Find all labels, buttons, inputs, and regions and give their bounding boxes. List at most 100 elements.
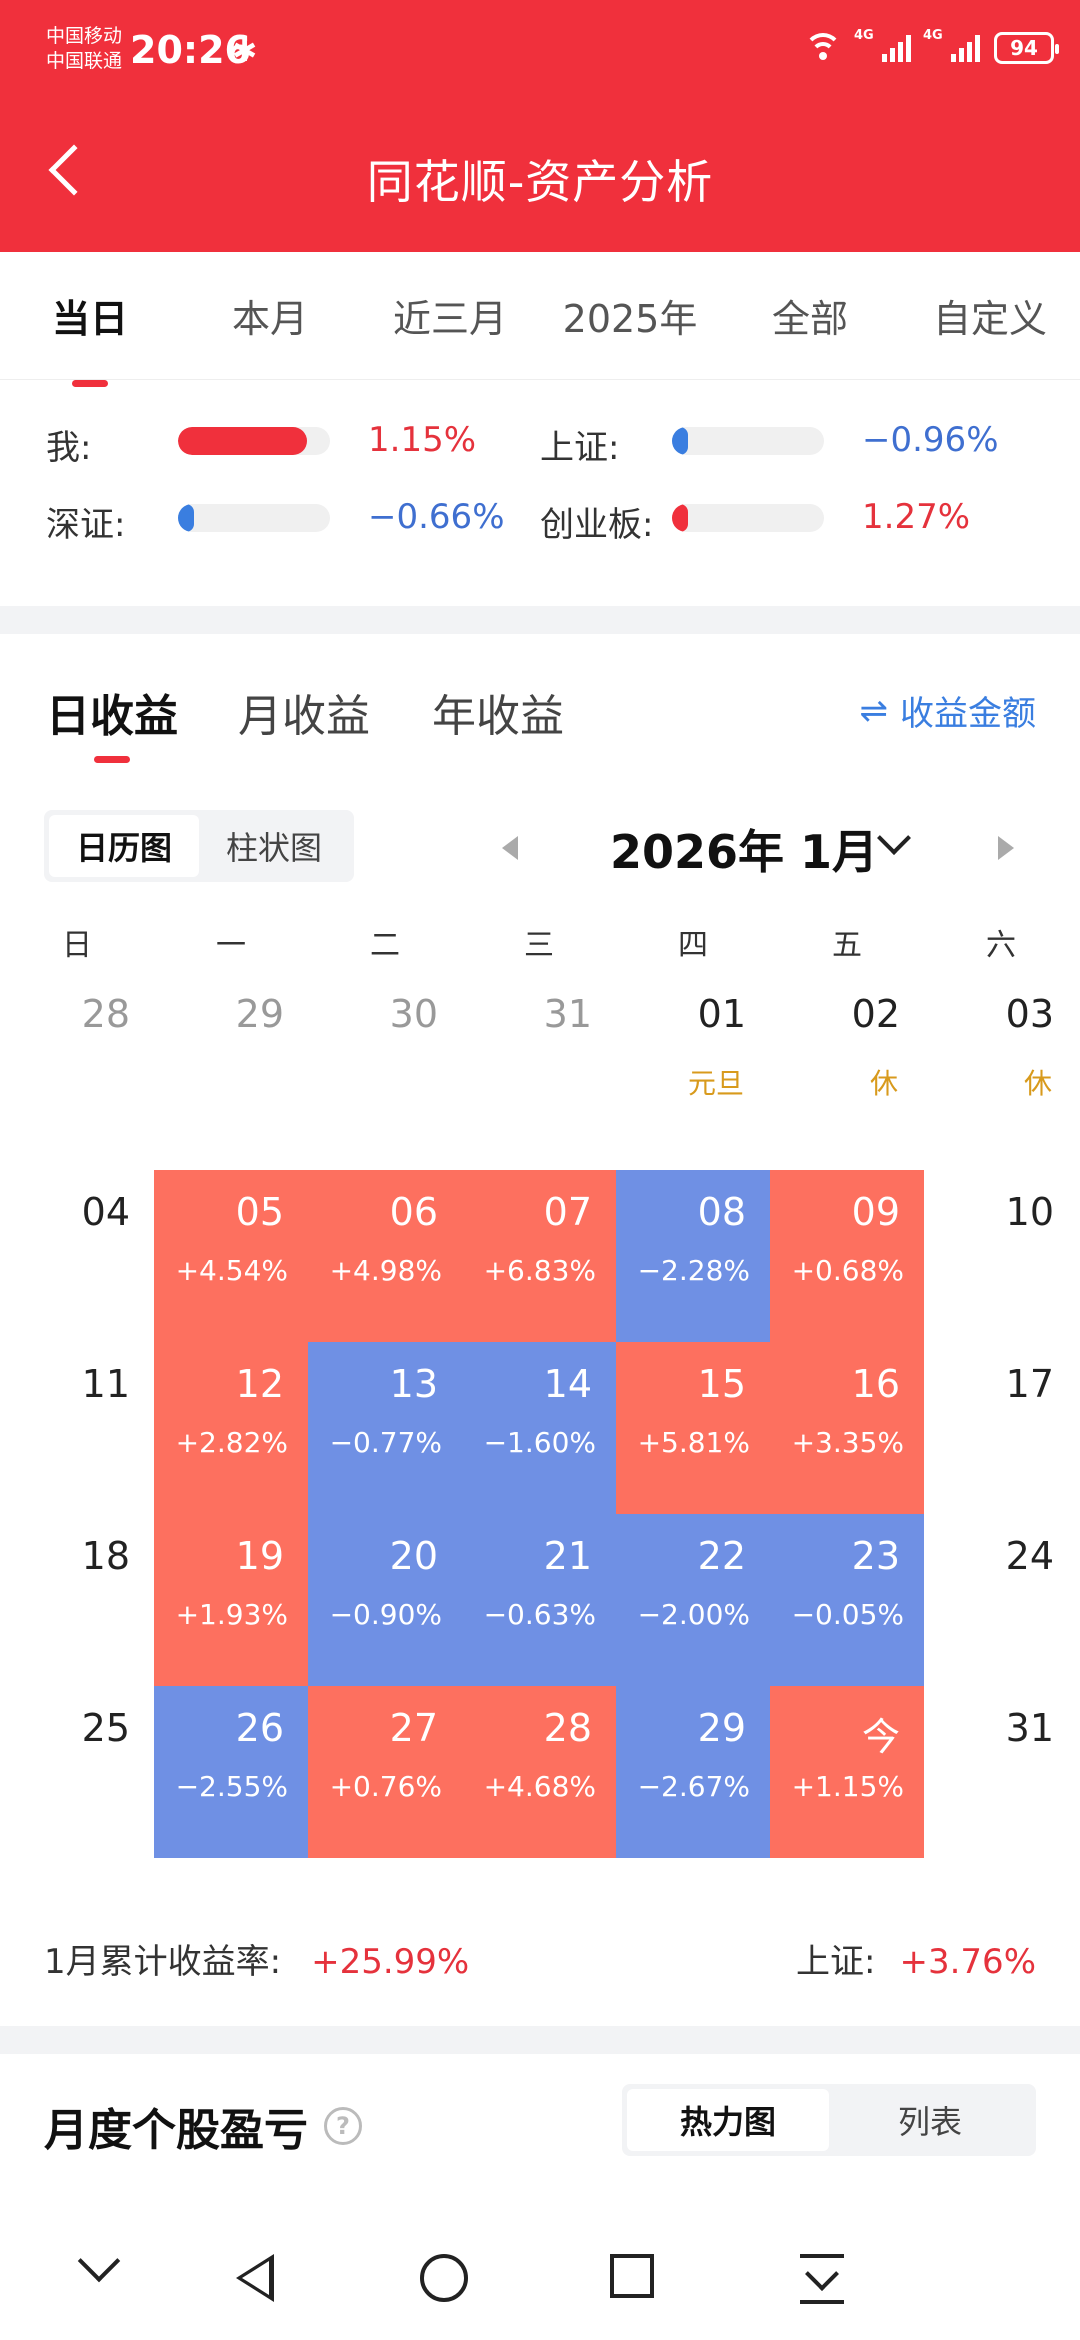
weekday-label: 二 <box>370 928 400 963</box>
calendar-day[interactable]: 06 +4.98% <box>308 1170 462 1342</box>
calendar-day[interactable]: 20 −0.90% <box>308 1514 462 1686</box>
calendar-day-number: 今 <box>861 1715 900 1759</box>
calendar-day-number: 27 <box>389 1706 438 1750</box>
list-button[interactable]: 列表 <box>897 2103 962 2141</box>
compare-me: 我: <box>46 420 91 469</box>
calendar-day-number: 31 <box>543 992 592 1036</box>
calendar-day[interactable]: 今 +1.15% <box>770 1686 924 1858</box>
compare-cyb-fill <box>672 504 688 532</box>
calendar-day-number: 19 <box>235 1534 284 1578</box>
calendar-day: 18 <box>0 1514 154 1686</box>
calendar-day[interactable]: 22 −2.00% <box>616 1514 770 1686</box>
help-icon[interactable]: ? <box>324 2107 362 2145</box>
calendar-day[interactable]: 12 +2.82% <box>154 1342 308 1514</box>
range-tab-0[interactable]: 当日 <box>0 288 180 387</box>
tab-yearly-earnings[interactable]: 年收益 <box>432 691 564 742</box>
calendar-day[interactable]: 26 −2.55% <box>154 1686 308 1858</box>
calendar-day-number: 10 <box>1005 1190 1054 1234</box>
daily-return: −2.00% <box>637 1598 750 1631</box>
calendar-day-number: 11 <box>81 1362 130 1406</box>
next-month-icon[interactable] <box>998 836 1014 860</box>
weekday-label: 一 <box>216 928 246 963</box>
calendar-day[interactable]: 14 −1.60% <box>462 1342 616 1514</box>
network-type-2: 4G <box>923 28 943 43</box>
return-comparison: 我: 1.15% 上证: −0.96% 深证: −0.66% 创业板: 1.27… <box>0 385 1080 607</box>
earnings-amount-toggle[interactable]: ⇌ 收益金额 <box>860 686 1037 735</box>
range-tab-5[interactable]: 自定义 <box>932 297 1047 341</box>
calendar-view-button[interactable]: 日历图 <box>49 815 199 877</box>
daily-return: +5.81% <box>637 1426 750 1459</box>
calendar-day-number: 04 <box>81 1190 130 1234</box>
calendar-day-number: 02 <box>851 992 900 1036</box>
calendar-day[interactable]: 07 +6.83% <box>462 1170 616 1342</box>
weekday-label: 五 <box>832 928 862 963</box>
calendar-day-number: 08 <box>697 1190 746 1234</box>
page-title: 同花顺-资产分析 <box>366 155 714 209</box>
weekday-label: 四 <box>678 928 708 963</box>
calendar-day[interactable]: 13 −0.77% <box>308 1342 462 1514</box>
home-icon[interactable] <box>420 2254 468 2302</box>
tab-daily-earnings[interactable]: 日收益 <box>46 691 178 742</box>
month-title[interactable]: 2026年 1月 <box>610 825 879 879</box>
range-tab-1[interactable]: 本月 <box>231 297 308 341</box>
calendar-day[interactable]: 16 +3.35% <box>770 1342 924 1514</box>
prev-month-icon[interactable] <box>502 836 518 860</box>
holiday-label: 休 <box>869 1067 898 1100</box>
nav-bar: 同花顺-资产分析 <box>0 130 1080 230</box>
calendar-day[interactable]: 09 +0.68% <box>770 1170 924 1342</box>
collapse-icon[interactable] <box>77 2239 121 2283</box>
calendar-day-number: 06 <box>389 1190 438 1234</box>
chevron-down-icon[interactable] <box>877 821 911 855</box>
daily-return: −2.55% <box>175 1770 288 1803</box>
status-icons: 4G 4G 94 <box>804 28 1059 64</box>
compare-me-fill <box>178 427 308 455</box>
calendar-day: 31 <box>924 1686 1078 1858</box>
calendar-day-number: 28 <box>81 992 130 1036</box>
range-tab-2[interactable]: 近三月 <box>392 297 507 341</box>
calendar-day[interactable]: 19 +1.93% <box>154 1514 308 1686</box>
compare-sh: 上证: <box>540 420 619 469</box>
daily-return: −0.77% <box>329 1426 442 1459</box>
range-tab-4[interactable]: 全部 <box>771 297 848 341</box>
calendar-day[interactable]: 08 −2.28% <box>616 1170 770 1342</box>
bluetooth-icon: ✱ <box>232 34 258 69</box>
weekday-label: 六 <box>986 928 1016 963</box>
stock-pl-title: 月度个股盈亏 ? <box>44 2094 362 2158</box>
calendar-day[interactable]: 05 +4.54% <box>154 1170 308 1342</box>
calendar-day[interactable]: 29 −2.67% <box>616 1686 770 1858</box>
section-divider <box>0 606 1080 634</box>
recent-apps-icon[interactable] <box>610 2254 654 2298</box>
back-icon[interactable] <box>236 2254 274 2302</box>
calendar-day-number: 13 <box>389 1362 438 1406</box>
calendar-day-number: 29 <box>235 992 284 1036</box>
wifi-icon <box>804 33 842 63</box>
daily-return: +0.76% <box>329 1770 442 1803</box>
calendar-day[interactable]: 23 −0.05% <box>770 1514 924 1686</box>
calendar-day-number: 29 <box>697 1706 746 1750</box>
calendar-day: 03 休 <box>924 972 1078 1112</box>
holiday-label: 休 <box>1023 1067 1052 1100</box>
earnings-amount-label: 收益金额 <box>900 694 1036 734</box>
calendar-day[interactable]: 21 −0.63% <box>462 1514 616 1686</box>
calendar-day[interactable]: 27 +0.76% <box>308 1686 462 1858</box>
compare-me-label: 我: <box>46 428 92 468</box>
calendar-day-number: 09 <box>851 1190 900 1234</box>
notification-pull-icon[interactable] <box>800 2254 844 2304</box>
calendar-day[interactable]: 15 +5.81% <box>616 1342 770 1514</box>
calendar-day: 17 <box>924 1342 1078 1514</box>
holiday-label: 元旦 <box>687 1067 744 1100</box>
swap-icon: ⇌ <box>859 690 889 731</box>
daily-return: −0.05% <box>791 1598 904 1631</box>
calendar-day-number: 05 <box>235 1190 284 1234</box>
tab-monthly-earnings[interactable]: 月收益 <box>238 691 370 742</box>
calendar-day[interactable]: 28 +4.68% <box>462 1686 616 1858</box>
index-cumulative: 上证: +3.76% <box>796 1934 1036 1983</box>
heatmap-button[interactable]: 热力图 <box>627 2089 829 2151</box>
compare-sz: 深证: <box>46 497 125 546</box>
calendar-day-number: 16 <box>851 1362 900 1406</box>
stock-pl-label: 月度个股盈亏 <box>44 2105 308 2156</box>
calendar-day: 04 <box>0 1170 154 1342</box>
bar-view-button[interactable]: 柱状图 <box>225 829 322 867</box>
calendar-day: 24 <box>924 1514 1078 1686</box>
range-tab-3[interactable]: 2025年 <box>562 297 698 341</box>
